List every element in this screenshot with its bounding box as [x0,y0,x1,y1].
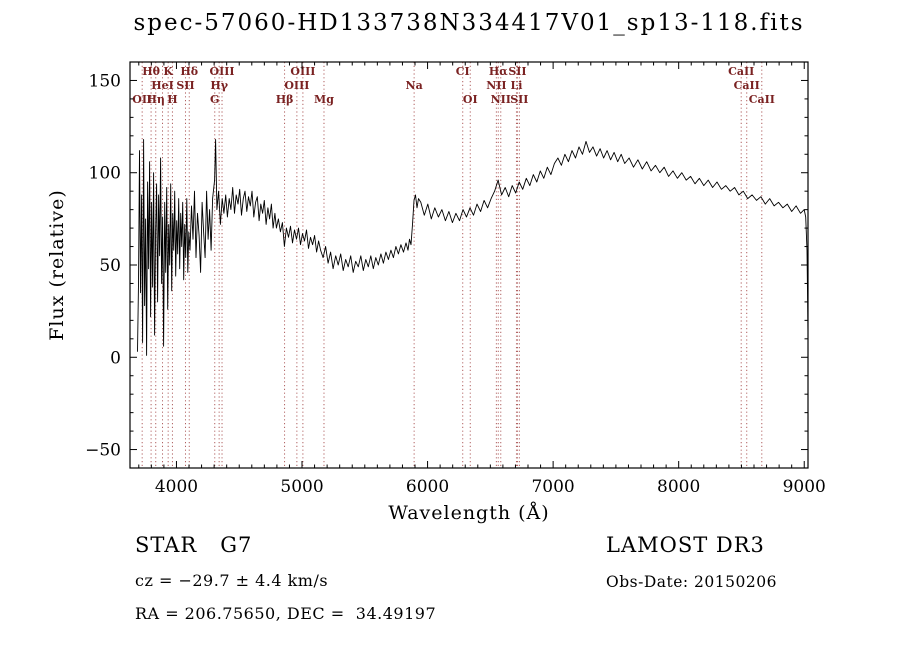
y-tick-label: 150 [89,71,121,91]
spectral-line-label: Hδ [180,65,198,78]
spectral-line-label: NII [491,93,511,106]
spectral-line-label: SII [176,79,194,92]
spectral-line-label: Hα [489,65,508,78]
spectral-line-label: OII [132,93,152,106]
y-axis-label: Flux (relative) [46,189,68,341]
spectral-line-label: SII [510,93,528,106]
spectral-line-label: Li [510,79,522,92]
spectral-line-label: CaII [734,79,760,92]
spectral-line-label: NII [486,79,506,92]
spectral-line-label: Mg [314,93,334,106]
spectral-line-label: Na [406,79,423,92]
survey-text: LAMOST DR3 [606,533,765,557]
y-tick-label: 0 [110,348,121,368]
y-tick-label: 100 [89,164,121,184]
cz-velocity-text: cz = −29.7 ± 4.4 km/s [135,571,329,590]
spectral-line-label: OIII [290,65,315,78]
spectral-line-label: G [210,93,219,106]
object-class-text: STAR G7 [135,533,253,557]
plot-title: spec-57060-HD133738N334417V01_sp13-118.f… [133,10,805,36]
spectral-line-label: Hθ [142,65,160,78]
x-tick-label: 8000 [657,477,700,497]
x-axis-label: Wavelength (Å) [388,502,550,524]
spectrum-line [137,139,808,356]
spectral-line-label: OIII [284,79,309,92]
spectral-line-label: HeI [151,79,174,92]
spectral-line-labels: OIIHθHηHeIKHSIIHδGHγOIIIHβOIIIOIIIMgNaCI… [132,65,775,106]
spectral-line-label: H [167,93,177,106]
spectral-line-label: CaII [728,65,754,78]
obs-date-text: Obs-Date: 20150206 [606,573,777,591]
spectral-line-label: OIII [210,65,235,78]
y-tick-labels: −50 0 50 100 150 [85,71,121,460]
x-tick-label: 6000 [406,477,449,497]
x-tick-label: 4000 [155,477,198,497]
axis-ticks [130,61,808,469]
y-tick-label: 50 [99,256,121,276]
x-tick-label: 9000 [783,477,826,497]
x-tick-label: 7000 [531,477,574,497]
spectral-line-label: Hβ [276,93,294,106]
plot-frame [129,61,809,469]
spectral-line-markers [141,62,763,468]
y-tick-label: −50 [85,441,121,461]
coordinates-text: RA = 206.75650, DEC = 34.49197 [135,604,437,623]
spectral-line-label: K [163,65,173,78]
x-tick-labels: 4000 5000 6000 7000 8000 9000 [155,477,826,497]
spectral-line-label: CaII [749,93,775,106]
spectral-line-label: SII [508,65,526,78]
spectral-line-label: Hγ [210,79,228,92]
spectral-line-label: Hη [147,93,165,106]
spectral-line-label: CI [456,65,470,78]
x-tick-label: 5000 [280,477,323,497]
spectral-line-label: OI [463,93,478,106]
